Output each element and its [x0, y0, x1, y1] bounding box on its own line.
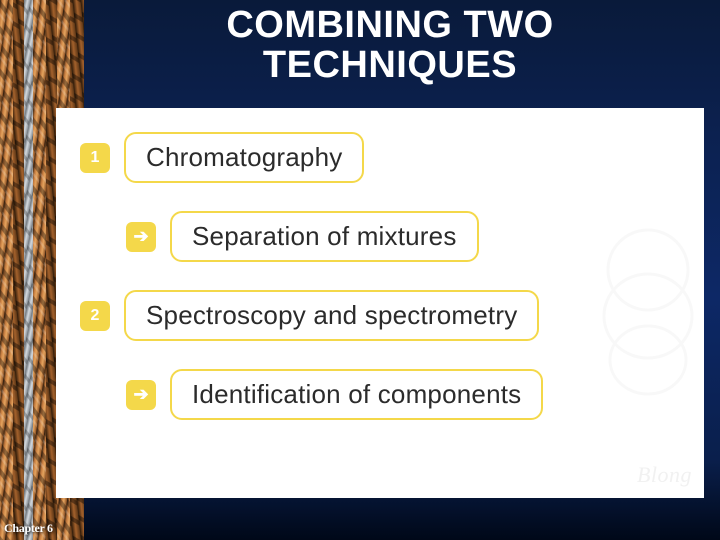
- content-panel: 1 Chromatography ➔ Separation of mixture…: [56, 108, 704, 498]
- pill-chromatography: Chromatography: [124, 132, 364, 183]
- list-item: 2 Spectroscopy and spectrometry: [80, 290, 543, 341]
- list-item: ➔ Separation of mixtures: [126, 211, 543, 262]
- pill-identification: Identification of components: [170, 369, 543, 420]
- pill-spectroscopy: Spectroscopy and spectrometry: [124, 290, 539, 341]
- arrow-icon: ➔: [133, 385, 148, 403]
- badge-number-2: 2: [80, 301, 110, 331]
- badge-arrow-icon: ➔: [126, 222, 156, 252]
- title-line-2: TECHNIQUES: [263, 44, 517, 86]
- watermark-text: Blong: [637, 462, 692, 488]
- slide-title: COMBINING TWO TECHNIQUES: [90, 6, 690, 86]
- list-item: ➔ Identification of components: [126, 369, 543, 420]
- watermark-shape: [600, 226, 696, 396]
- badge-label: 1: [91, 149, 100, 167]
- arrow-icon: ➔: [133, 227, 148, 245]
- badge-arrow-icon: ➔: [126, 380, 156, 410]
- badge-label: 2: [91, 307, 100, 325]
- title-area: COMBINING TWO TECHNIQUES: [90, 0, 690, 86]
- title-line-1: COMBINING TWO: [226, 4, 553, 46]
- items-list: 1 Chromatography ➔ Separation of mixture…: [80, 132, 543, 420]
- list-item: 1 Chromatography: [80, 132, 543, 183]
- pill-separation: Separation of mixtures: [170, 211, 479, 262]
- footer-chapter: Chapter 6: [4, 521, 53, 536]
- slide: COMBINING TWO TECHNIQUES 1 Chromatograph…: [0, 0, 720, 540]
- badge-number-1: 1: [80, 143, 110, 173]
